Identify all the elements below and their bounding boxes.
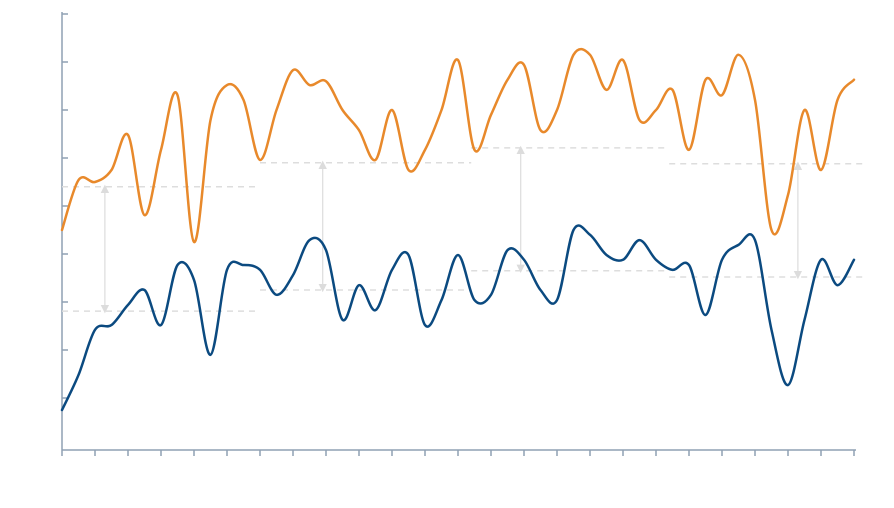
series-line	[60, 224, 856, 412]
series-line	[60, 47, 856, 244]
